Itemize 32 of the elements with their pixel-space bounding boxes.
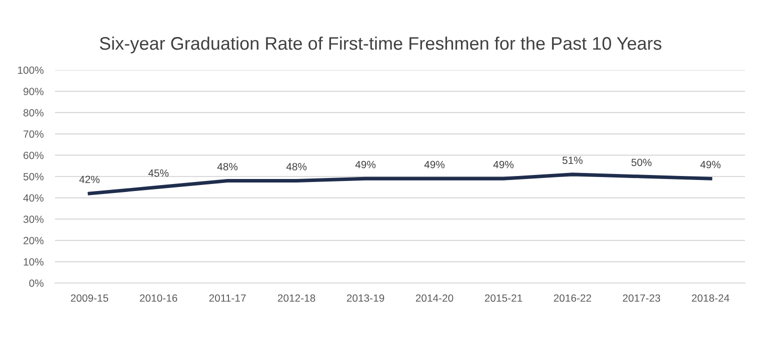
data-label: 42%	[79, 176, 100, 184]
data-label: 51%	[562, 156, 583, 164]
x-tick-label: 2014-20	[416, 294, 454, 302]
x-tick-label: 2012-18	[278, 294, 316, 302]
x-tick-label: 2009-15	[70, 294, 108, 302]
x-tick-label: 2016-22	[554, 294, 592, 302]
chart-title: Six-year Graduation Rate of First-time Freshmen for the Past 10 Years	[100, 36, 662, 54]
data-label: 49%	[493, 160, 514, 168]
x-tick-label: 2013-19	[346, 294, 384, 302]
x-tick-label: 2011-17	[209, 294, 246, 302]
y-tick-label: 0%	[29, 280, 44, 287]
y-tick-label: 50%	[23, 173, 44, 180]
data-label: 45%	[148, 169, 169, 177]
y-tick-label: 100%	[18, 66, 44, 74]
data-label: 48%	[217, 162, 238, 170]
x-tick-label: 2017-23	[622, 294, 660, 302]
y-tick-label: 70%	[24, 130, 44, 138]
y-tick-label: 10%	[24, 258, 44, 266]
data-label: 49%	[355, 160, 376, 168]
y-tick-label: 30%	[23, 216, 44, 223]
data-label: 48%	[286, 162, 307, 170]
x-tick-label: 2015-21	[484, 294, 522, 302]
data-label: 50%	[631, 158, 652, 166]
y-tick-label: 20%	[24, 236, 44, 244]
x-tick-label: 2010-16	[140, 294, 178, 302]
x-tick-label: 2018-24	[692, 294, 730, 302]
y-tick-label: 80%	[23, 109, 44, 116]
y-tick-label: 40%	[23, 194, 44, 202]
y-tick-label: 90%	[24, 88, 44, 96]
y-tick-label: 60%	[24, 152, 44, 160]
data-label: 49%	[700, 160, 721, 168]
data-label: 49%	[424, 160, 445, 168]
